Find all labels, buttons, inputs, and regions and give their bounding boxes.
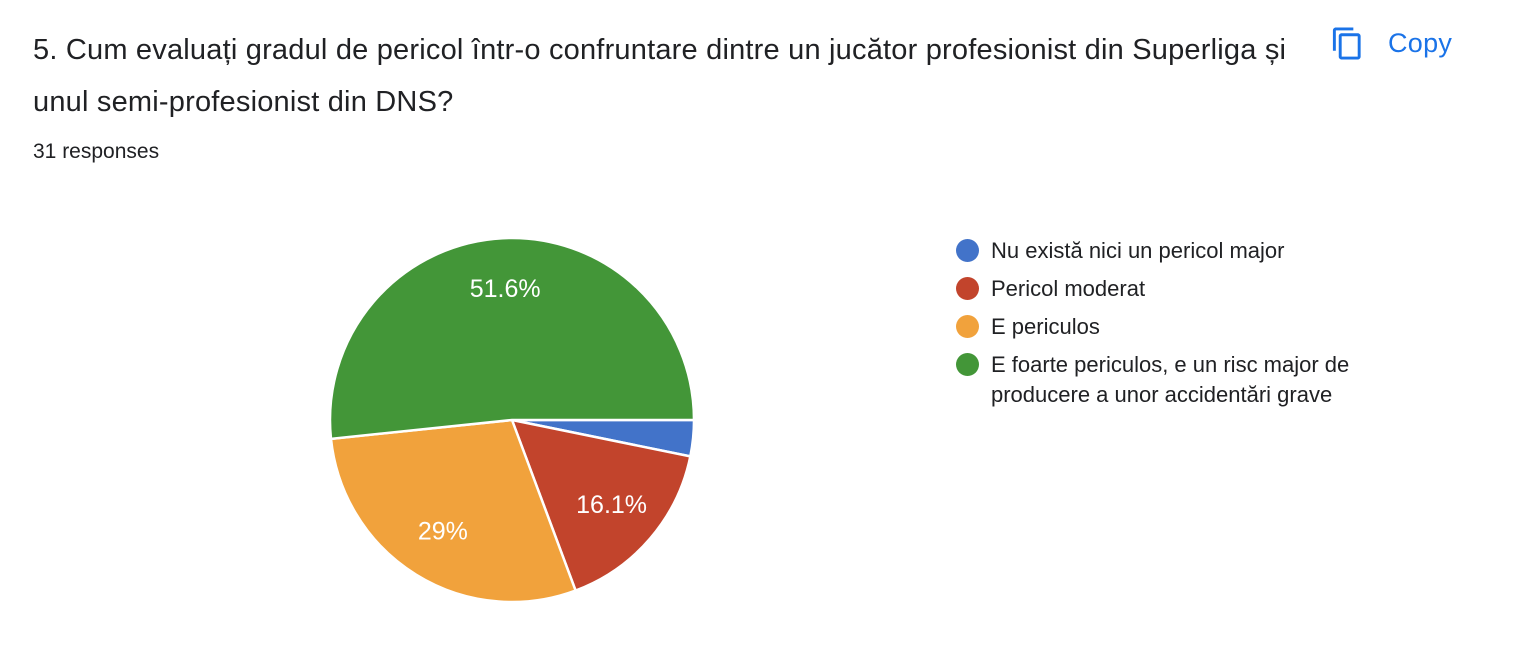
pie-chart[interactable]: 16.1% 29% 51.6%	[327, 235, 697, 605]
legend-item-0: Nu există nici un pericol major	[956, 236, 1396, 266]
pie-slice-percent-label: 16.1%	[576, 491, 647, 519]
legend-label: E periculos	[991, 314, 1100, 339]
copy-icon	[1330, 26, 1365, 61]
copy-button[interactable]: Copy	[1326, 22, 1456, 65]
pie-slice-3[interactable]	[328, 236, 696, 441]
pie-slice-2[interactable]	[329, 418, 577, 604]
copy-button-label: Copy	[1388, 28, 1453, 58]
legend-color-dot	[956, 315, 979, 338]
legend-label: Pericol moderat	[991, 276, 1146, 301]
pie-slice-1[interactable]	[510, 418, 692, 592]
pie-chart-svg[interactable]: 16.1% 29% 51.6%	[327, 235, 697, 605]
legend-color-dot	[956, 239, 979, 262]
legend-item-1: Pericol moderat	[956, 274, 1396, 304]
responses-count: 31 responses	[33, 140, 160, 163]
legend-color-dot	[956, 277, 979, 300]
pie-slice-percent-label: 51.6%	[470, 275, 541, 303]
chart-legend: Nu există nici un pericol major Pericol m…	[956, 236, 1396, 418]
legend-label: E foarte periculos, e un risc major de p…	[991, 352, 1350, 407]
legend-color-dot	[956, 353, 979, 376]
legend-item-2: E periculos	[956, 312, 1396, 342]
legend-label: Nu există nici un pericol major	[991, 238, 1285, 263]
question-title: 5. Cum evaluați gradul de pericol într-o…	[33, 34, 1287, 118]
pie-slice-percent-label: 29%	[418, 517, 468, 545]
legend-item-3: E foarte periculos, e un risc major de p…	[956, 350, 1396, 410]
